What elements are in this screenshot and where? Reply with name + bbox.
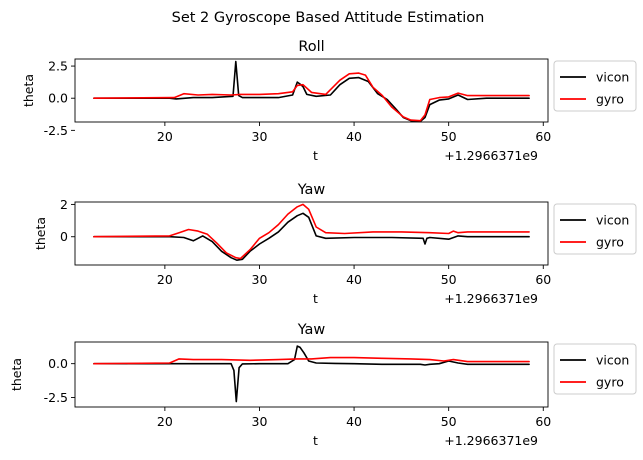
- axes-frame: [74, 58, 549, 123]
- x-offset-text: +1.2966371e9: [444, 291, 538, 306]
- y-axis-label: theta: [21, 74, 36, 107]
- x-tick-label: 40: [346, 414, 362, 429]
- legend-label-gyro: gyro: [596, 235, 624, 250]
- x-offset-text: +1.2966371e9: [444, 433, 538, 448]
- y-tick-label: 0.0: [48, 356, 68, 371]
- x-tick-label: 30: [252, 414, 268, 429]
- y-tick-label: 0.0: [48, 91, 68, 106]
- legend: vicon gyro: [553, 60, 637, 112]
- x-tick-label: 60: [535, 414, 551, 429]
- subplot-3: Yaw 20 30 40 50 60 -2.5 0.0 t theta +1.2966371e9 vi…: [9, 322, 637, 448]
- x-offset-text: +1.2966371e9: [444, 148, 538, 163]
- y-axis-label: theta: [9, 358, 24, 391]
- series-line-gyro: [93, 356, 530, 365]
- series-line-vicon: [93, 345, 530, 403]
- x-tick-label: 20: [157, 129, 173, 144]
- x-axis-label: t: [313, 291, 318, 306]
- x-tick-label: 30: [252, 272, 268, 287]
- subplot-title: Yaw: [297, 182, 326, 198]
- x-tick-label: 50: [441, 414, 457, 429]
- axes-frame: [74, 201, 549, 266]
- x-tick-label: 60: [535, 129, 551, 144]
- series-line-gyro: [93, 203, 530, 260]
- x-tick-label: 20: [157, 272, 173, 287]
- x-tick-label: 50: [441, 129, 457, 144]
- series-line-gyro: [93, 72, 530, 122]
- legend-label-gyro: gyro: [596, 92, 624, 107]
- series-line-vicon: [93, 60, 530, 123]
- x-tick-label: 40: [346, 272, 362, 287]
- y-tick-label: 0: [60, 229, 68, 244]
- y-tick-label: 2: [60, 197, 68, 212]
- y-axis-label: theta: [33, 217, 48, 250]
- subplot-title: Roll: [298, 39, 324, 55]
- axes-frame: [74, 341, 549, 408]
- legend-label-gyro: gyro: [596, 375, 624, 390]
- x-tick-label: 60: [535, 272, 551, 287]
- y-tick-label: -2.5: [44, 123, 68, 138]
- series-line-vicon: [93, 212, 530, 262]
- subplot-1: Roll 20 30 40 50 60 -2.5 0.0 2.5 t theta +1.2966371…: [21, 39, 637, 163]
- x-tick-label: 20: [157, 414, 173, 429]
- x-tick-label: 50: [441, 272, 457, 287]
- x-axis-label: t: [313, 148, 318, 163]
- x-axis-label: t: [313, 433, 318, 448]
- legend: vicon gyro: [553, 203, 637, 255]
- legend-label-vicon: vicon: [596, 353, 629, 368]
- legend: vicon gyro: [553, 343, 637, 395]
- y-tick-label: -2.5: [44, 390, 68, 405]
- subplot-2: Yaw 20 30 40 50 60 0 2 t theta +1.2966371e9 vicon gy…: [33, 182, 637, 306]
- x-tick-label: 30: [252, 129, 268, 144]
- y-tick-label: 2.5: [48, 59, 68, 74]
- legend-label-vicon: vicon: [596, 70, 629, 85]
- figure-suptitle: Set 2 Gyroscope Based Attitude Estimatio…: [172, 10, 485, 26]
- subplot-title: Yaw: [297, 322, 326, 338]
- legend-label-vicon: vicon: [596, 213, 629, 228]
- x-tick-label: 40: [346, 129, 362, 144]
